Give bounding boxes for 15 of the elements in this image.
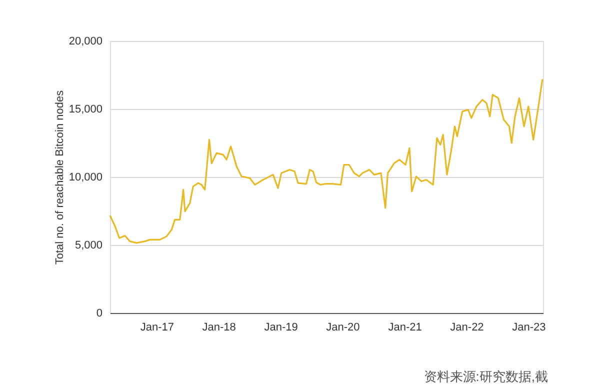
x-tick-label: Jan-17 — [140, 322, 174, 334]
y-tick-label: 0 — [96, 308, 102, 320]
y-tick-label: 20,000 — [68, 36, 102, 48]
text: 资料来源:研究数据,截 — [424, 369, 548, 384]
x-tick-label: Jan-19 — [264, 322, 298, 334]
y-tick-label: 10,000 — [68, 172, 102, 184]
line-series — [109, 78, 544, 244]
x-tick-label: Jan-20 — [326, 322, 360, 334]
y-tick-label: 5,000 — [74, 240, 102, 252]
x-tick-label: Jan-22 — [450, 322, 484, 334]
x-tick-label: Jan-23 — [512, 322, 546, 334]
x-tick-label: Jan-21 — [388, 322, 422, 334]
x-tick-label: Jan-18 — [202, 322, 236, 334]
y-axis-title: Total no. of reachable Bitcoin nodes — [54, 90, 66, 265]
y-tick-label: 15,000 — [68, 104, 102, 116]
